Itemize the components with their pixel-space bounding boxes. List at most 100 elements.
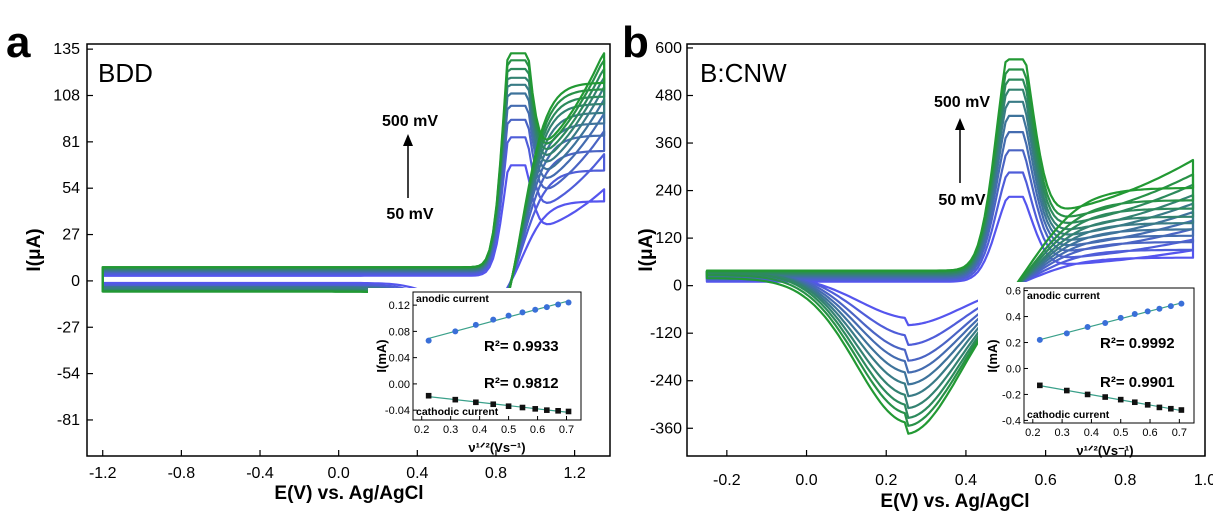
b-inset-anodic-point [1156, 305, 1163, 312]
a-y-tick-label: 0 [71, 273, 80, 290]
a-x-tick-label: 0.8 [485, 465, 507, 482]
b-inset-anodic-point [1063, 330, 1070, 337]
panel-b-letter: b [622, 18, 649, 67]
panel-b-inset-r2-cathodic: R²= 0.9901 [1100, 374, 1175, 391]
a-y-tick-label: 54 [62, 180, 80, 197]
a-inset-cathodic-point [555, 408, 561, 414]
panel-a-cv-curves [101, 52, 606, 365]
b-inset-anodic-point [1131, 310, 1138, 317]
panel-b-inset-r2-anodic: R²= 0.9992 [1100, 335, 1175, 352]
a-y-tick-label: -27 [57, 319, 80, 336]
b-inset-anodic-point [1178, 300, 1185, 307]
b-inset-anodic-point [1084, 323, 1091, 330]
a-y-tick-label: 108 [53, 88, 80, 105]
b-y-tick-label: -360 [650, 420, 682, 437]
a-inset-anodic-point [425, 337, 432, 344]
a-inset-y-tick-label: 0.04 [389, 353, 410, 365]
panel-a-scan-arrow-head [403, 134, 413, 146]
b-inset-cathodic-point [1131, 399, 1138, 406]
a-inset-anodic-point [519, 309, 526, 316]
a-inset-anodic-point [532, 306, 539, 313]
b-inset-x-tick-label: 0.3 [1054, 427, 1069, 439]
panel-b: b -0.2 0.0 0.2 0.4 0.6 0.8 1.0 -360 -240 -120 0 12… [622, 18, 1213, 512]
b-cv-curve-400mv [705, 78, 1195, 419]
panel-b-inset: 0.2 0.3 0.4 0.5 0.6 0.7 -0.4 -0.2 0.0 0.2 0.4 0.6 a… [978, 282, 1203, 458]
a-inset-y-tick-label: -0.04 [385, 405, 410, 417]
b-x-tick-label: 0.8 [1114, 472, 1136, 489]
b-x-tick-label: 1.0 [1194, 472, 1213, 489]
b-cv-curve-200mv [705, 131, 1195, 374]
panel-b-y-ticks: -360 -240 -120 0 120 240 360 480 600 [650, 40, 693, 437]
b-inset-x-tick-label: 0.4 [1084, 427, 1099, 439]
b-inset-y-tick-label: -0.4 [1002, 415, 1021, 427]
a-x-tick-label: -1.2 [89, 465, 117, 482]
panel-b-inset-ticks: 0.2 0.3 0.4 0.5 0.6 0.7 -0.4 -0.2 0.0 0.2 0.4 0.6 [1002, 286, 1187, 439]
a-cv-curve-50mv [101, 164, 606, 315]
b-y-tick-label: 480 [655, 88, 682, 105]
b-cv-curve-350mv [705, 88, 1195, 410]
b-y-tick-label: 120 [655, 230, 682, 247]
b-inset-cathodic-point [1063, 387, 1070, 394]
a-inset-cathodic-point [565, 408, 572, 415]
a-inset-x-tick-label: 0.7 [559, 424, 574, 436]
b-inset-cathodic-point [1117, 396, 1124, 403]
a-cv-curve-500mv [101, 52, 606, 365]
a-inset-y-tick-label: 0.00 [389, 379, 410, 391]
panel-a-y-axis-label: I(μA) [24, 228, 45, 271]
panel-a-inset-x-axis-label: ν¹ᐟ²(Vs⁻¹) [468, 440, 525, 455]
a-inset-anodic-point [472, 321, 479, 328]
panel-a-x-ticks: -1.2 -0.8 -0.4 0.0 0.4 0.8 1.2 [89, 450, 586, 482]
a-inset-anodic-point [505, 312, 512, 319]
a-y-tick-label: -81 [57, 412, 80, 429]
a-inset-x-tick-label: 0.6 [530, 424, 545, 436]
panel-a: a -1.2 -0.8 -0.4 0.0 0.4 0.8 1.2 -81 -54 -27 0 27 5… [6, 18, 611, 504]
a-inset-anodic-point [543, 304, 550, 311]
b-y-tick-label: 240 [655, 183, 682, 200]
b-inset-x-tick-label: 0.2 [1025, 427, 1040, 439]
panel-b-annotation-50mv: 50 mV [938, 192, 985, 209]
a-x-tick-label: -0.4 [246, 465, 274, 482]
b-inset-y-tick-label: 0.4 [1006, 312, 1021, 324]
a-inset-cathodic-point [473, 399, 479, 406]
panel-b-cv-curves [705, 58, 1195, 435]
a-cv-curve-100mv [101, 136, 606, 326]
a-inset-cathodic-point [425, 392, 432, 399]
panel-a-inset-frame [412, 291, 582, 421]
b-cv-curve-100mv [705, 171, 1195, 346]
b-cv-curve-50mv [705, 195, 1195, 327]
a-inset-anodic-point [565, 299, 572, 306]
b-y-tick-label: -120 [650, 325, 682, 342]
b-inset-y-tick-label: -0.2 [1002, 389, 1021, 401]
panel-b-scan-arrow-head [955, 118, 965, 130]
b-inset-cathodic-point [1168, 405, 1174, 412]
b-inset-anodic-point [1036, 336, 1043, 343]
b-cv-curve-150mv [705, 149, 1195, 362]
a-y-tick-label: 27 [62, 227, 80, 244]
panel-a-inset-background [368, 288, 597, 428]
b-x-tick-label: -0.2 [713, 472, 741, 489]
b-y-tick-label: 600 [655, 40, 682, 57]
panel-b-inset-cathodic-label: cathodic current [1027, 409, 1110, 421]
b-inset-cathodic-point [1144, 402, 1151, 408]
a-inset-x-tick-label: 0.3 [443, 424, 458, 436]
panel-a-annotation-500mv: 500 mV [382, 113, 438, 130]
panel-b-inset-y-axis-label: I(mA) [985, 339, 1000, 372]
panel-a-inset-y-axis-label: I(mA) [374, 339, 389, 372]
panel-a-annotation-50mv: 50 mV [386, 206, 433, 223]
panel-b-y-axis-label: I(μA) [636, 228, 657, 271]
b-y-tick-label: -240 [650, 373, 682, 390]
panel-a-inset-cathodic-label: cathodic current [416, 406, 499, 418]
panel-b-x-axis-label: E(V) vs. Ag/AgCl [880, 491, 1029, 512]
panel-b-inset-marks [1036, 300, 1185, 413]
b-inset-cathodic-point [1037, 382, 1043, 389]
a-x-tick-label: -0.8 [168, 465, 196, 482]
a-inset-cathodic-point [544, 407, 550, 413]
b-y-tick-label: 360 [655, 135, 682, 152]
panel-a-x-axis-label: E(V) vs. Ag/AgCl [274, 483, 423, 504]
a-inset-x-tick-label: 0.4 [472, 424, 487, 436]
panel-a-title: BDD [98, 58, 153, 88]
b-x-tick-label: 0.2 [875, 472, 897, 489]
panel-a-inset-anodic-label: anodic current [416, 293, 489, 305]
a-inset-cathodic-point [519, 404, 526, 411]
